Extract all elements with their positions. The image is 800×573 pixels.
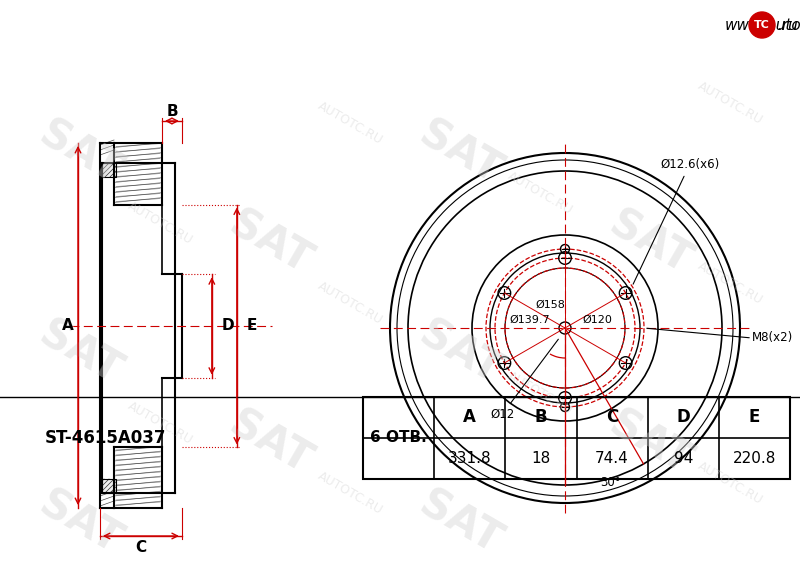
Text: .ru: .ru: [777, 18, 798, 33]
Text: TC: TC: [754, 20, 770, 30]
Bar: [363, 397, 790, 479]
Text: E: E: [247, 319, 258, 333]
Text: B: B: [534, 409, 547, 426]
Text: SAT: SAT: [32, 483, 128, 563]
Text: Ø12: Ø12: [490, 339, 558, 421]
Text: 331.8: 331.8: [448, 451, 491, 466]
Text: M8(x2): M8(x2): [752, 332, 794, 344]
Text: AUTOTC.RU: AUTOTC.RU: [315, 469, 385, 517]
Text: C: C: [606, 409, 618, 426]
Text: SAT: SAT: [412, 113, 508, 193]
Text: SAT: SAT: [412, 483, 508, 563]
Text: AUTOTC.RU: AUTOTC.RU: [505, 169, 575, 217]
Text: Ø120: Ø120: [582, 315, 612, 325]
Text: AUTOTC.RU: AUTOTC.RU: [505, 369, 575, 417]
Text: A: A: [62, 319, 74, 333]
Text: 94: 94: [674, 451, 693, 466]
Text: SAT: SAT: [222, 203, 318, 283]
Text: 220.8: 220.8: [733, 451, 776, 466]
Text: A: A: [463, 409, 476, 426]
Text: Ø139.7: Ø139.7: [510, 315, 550, 325]
Text: E: E: [749, 409, 760, 426]
Text: ST-4615A037: ST-4615A037: [44, 429, 166, 447]
Circle shape: [749, 12, 775, 38]
Text: B: B: [166, 104, 178, 119]
Text: 18: 18: [531, 451, 550, 466]
Text: D: D: [222, 319, 234, 333]
Text: 74.4: 74.4: [595, 451, 629, 466]
Polygon shape: [102, 479, 116, 493]
Text: 30°: 30°: [600, 477, 620, 489]
Text: AUTOTC.RU: AUTOTC.RU: [695, 259, 765, 307]
Text: AUTOTC.RU: AUTOTC.RU: [315, 279, 385, 327]
Text: Ø158: Ø158: [535, 300, 565, 310]
Text: SAT: SAT: [602, 403, 698, 483]
Text: C: C: [135, 540, 146, 555]
Text: SAT: SAT: [32, 113, 128, 193]
Text: AUTOTC.RU: AUTOTC.RU: [695, 459, 765, 507]
Text: SAT: SAT: [32, 313, 128, 393]
Text: AUTOTC.RU: AUTOTC.RU: [695, 79, 765, 127]
Text: AUTOTC.RU: AUTOTC.RU: [125, 199, 195, 247]
Polygon shape: [102, 163, 116, 177]
Text: 6 ОТВ.: 6 ОТВ.: [370, 430, 427, 445]
Text: www.Auto: www.Auto: [725, 18, 800, 33]
Text: Ø12.6(x6): Ø12.6(x6): [633, 158, 719, 284]
Text: D: D: [676, 409, 690, 426]
Text: AUTOTC.RU: AUTOTC.RU: [125, 399, 195, 447]
Text: SAT: SAT: [602, 203, 698, 283]
Text: SAT: SAT: [412, 313, 508, 393]
Text: AUTOTC.RU: AUTOTC.RU: [315, 99, 385, 147]
Text: SAT: SAT: [222, 403, 318, 483]
